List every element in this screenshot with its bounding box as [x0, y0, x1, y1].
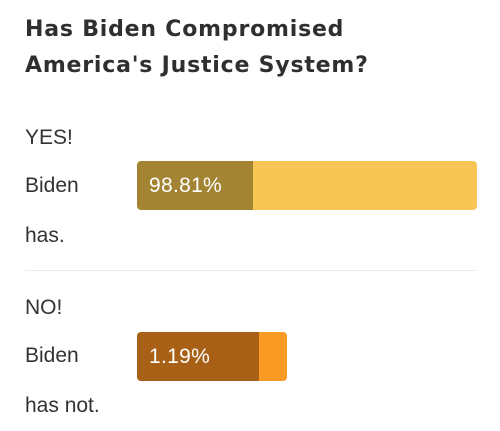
option-label-line3: has.: [25, 224, 65, 247]
option-label-line3: has not.: [25, 394, 100, 417]
poll-option-no[interactable]: NO! Biden has not. 1.19%: [0, 280, 500, 425]
option-label-line1: NO!: [25, 296, 63, 319]
poll-option-yes[interactable]: YES! Biden has. 98.81%: [0, 0, 500, 265]
result-percent-chip: [137, 161, 253, 210]
option-divider: [25, 270, 477, 271]
result-percent-label: 1.19%: [149, 344, 211, 368]
option-label-line2: Biden: [25, 344, 79, 367]
result-percent-label: 98.81%: [149, 173, 223, 197]
result-percent-chip: [137, 332, 259, 381]
result-bar-yes[interactable]: 98.81%: [137, 161, 477, 210]
option-label-line2: Biden: [25, 174, 79, 197]
option-label-line1: YES!: [25, 126, 73, 149]
poll-question: Has Biden Compromised America's Justice …: [25, 17, 369, 78]
result-bar-no[interactable]: 1.19%: [137, 332, 287, 381]
